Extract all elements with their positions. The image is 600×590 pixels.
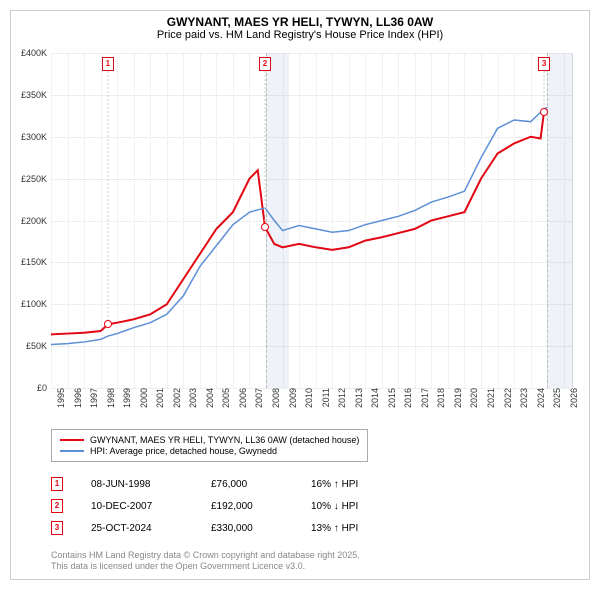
y-tick-label: £250K	[11, 174, 47, 184]
legend-row-price: GWYNANT, MAES YR HELI, TYWYN, LL36 0AW (…	[60, 435, 359, 445]
title-line1: GWYNANT, MAES YR HELI, TYWYN, LL36 0AW	[11, 15, 589, 29]
x-tick-label: 2015	[385, 388, 397, 408]
sale-price: £76,000	[211, 479, 311, 490]
y-tick-label: £350K	[11, 90, 47, 100]
chart-container: GWYNANT, MAES YR HELI, TYWYN, LL36 0AW P…	[10, 10, 590, 580]
sale-hpi: 16% ↑ HPI	[311, 479, 411, 490]
sale-marker-dot	[104, 320, 112, 328]
sale-marker-dot	[540, 108, 548, 116]
x-tick-label: 2002	[170, 388, 182, 408]
x-tick-label: 1995	[54, 388, 66, 408]
sale-date: 08-JUN-1998	[91, 479, 211, 490]
x-tick-label: 2025	[550, 388, 562, 408]
x-tick-label: 2010	[302, 388, 314, 408]
y-tick-label: £50K	[11, 341, 47, 351]
y-tick-label: £0	[11, 383, 47, 393]
footnote-line1: Contains HM Land Registry data © Crown c…	[51, 550, 360, 562]
x-tick-label: 2007	[252, 388, 264, 408]
sale-marker-box: 2	[259, 57, 271, 71]
x-tick-label: 2026	[567, 388, 579, 408]
x-tick-label: 2009	[286, 388, 298, 408]
x-tick-label: 2006	[236, 388, 248, 408]
x-tick-label: 2021	[484, 388, 496, 408]
sale-marker-box: 1	[102, 57, 114, 71]
x-tick-label: 2013	[352, 388, 364, 408]
legend-swatch-price	[60, 439, 84, 441]
x-tick-label: 1996	[71, 388, 83, 408]
y-tick-label: £100K	[11, 299, 47, 309]
sale-row: 3 25-OCT-2024£330,00013% ↑ HPI	[51, 517, 411, 539]
title-area: GWYNANT, MAES YR HELI, TYWYN, LL36 0AW P…	[11, 11, 589, 41]
x-tick-label: 2024	[534, 388, 546, 408]
sale-date: 25-OCT-2024	[91, 523, 211, 534]
x-tick-label: 2008	[269, 388, 281, 408]
x-tick-label: 2016	[401, 388, 413, 408]
sale-date: 10-DEC-2007	[91, 501, 211, 512]
x-tick-label: 1999	[120, 388, 132, 408]
x-tick-label: 1997	[87, 388, 99, 408]
x-tick-label: 2000	[137, 388, 149, 408]
x-tick-label: 2019	[451, 388, 463, 408]
series-hpi	[51, 107, 547, 344]
sale-row-marker: 1	[51, 477, 63, 491]
legend-label-hpi: HPI: Average price, detached house, Gwyn…	[90, 446, 277, 456]
title-line2: Price paid vs. HM Land Registry's House …	[11, 29, 589, 41]
x-tick-label: 2003	[186, 388, 198, 408]
sale-marker-box: 3	[538, 57, 550, 71]
sales-table: 1 08-JUN-1998£76,00016% ↑ HPI 2 10-DEC-2007…	[51, 473, 411, 539]
legend: GWYNANT, MAES YR HELI, TYWYN, LL36 0AW (…	[51, 429, 368, 462]
chart-lines	[51, 53, 572, 388]
x-tick-label: 2012	[335, 388, 347, 408]
legend-swatch-hpi	[60, 450, 84, 452]
sale-row-marker: 2	[51, 499, 63, 513]
legend-label-price: GWYNANT, MAES YR HELI, TYWYN, LL36 0AW (…	[90, 435, 359, 445]
footnote: Contains HM Land Registry data © Crown c…	[51, 550, 360, 573]
sale-hpi: 10% ↓ HPI	[311, 501, 411, 512]
legend-row-hpi: HPI: Average price, detached house, Gwyn…	[60, 446, 359, 456]
y-tick-label: £150K	[11, 257, 47, 267]
sale-price: £330,000	[211, 523, 311, 534]
sale-price: £192,000	[211, 501, 311, 512]
x-tick-label: 2017	[418, 388, 430, 408]
x-tick-label: 2005	[219, 388, 231, 408]
x-tick-label: 2014	[368, 388, 380, 408]
footnote-line2: This data is licensed under the Open Gov…	[51, 561, 360, 573]
x-tick-label: 2004	[203, 388, 215, 408]
y-tick-label: £200K	[11, 216, 47, 226]
y-tick-label: £300K	[11, 132, 47, 142]
x-tick-label: 2001	[153, 388, 165, 408]
series-price_paid	[51, 112, 544, 335]
x-tick-label: 2023	[517, 388, 529, 408]
x-tick-label: 2018	[434, 388, 446, 408]
x-tick-label: 2020	[467, 388, 479, 408]
sale-row-marker: 3	[51, 521, 63, 535]
x-tick-label: 1998	[104, 388, 116, 408]
sale-marker-dot	[261, 223, 269, 231]
sale-row: 1 08-JUN-1998£76,00016% ↑ HPI	[51, 473, 411, 495]
x-tick-label: 2022	[501, 388, 513, 408]
x-tick-label: 2011	[319, 388, 331, 407]
y-tick-label: £400K	[11, 48, 47, 58]
sale-hpi: 13% ↑ HPI	[311, 523, 411, 534]
sale-row: 2 10-DEC-2007£192,00010% ↓ HPI	[51, 495, 411, 517]
plot-area: £0£50K£100K£150K£200K£250K£300K£350K£400…	[51, 53, 573, 389]
